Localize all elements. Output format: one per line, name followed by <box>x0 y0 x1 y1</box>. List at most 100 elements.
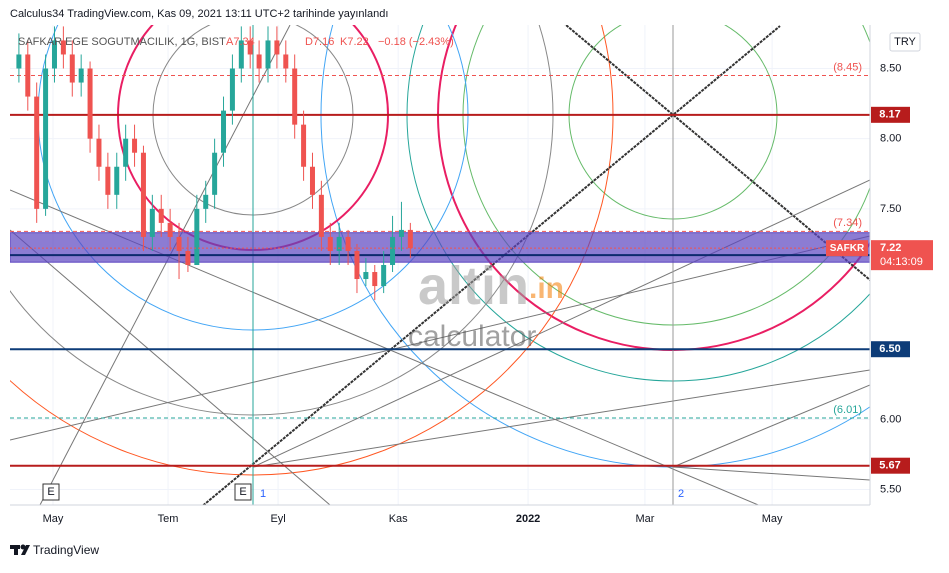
watermark-tld: .in <box>529 272 564 305</box>
candle-body <box>78 68 84 83</box>
y-tick-label: 7.50 <box>880 203 901 215</box>
x-tick-label: Tem <box>158 513 179 525</box>
gann-line <box>10 229 331 505</box>
candle-body <box>167 222 173 237</box>
gann-line <box>672 466 870 481</box>
x-tick-label: Kas <box>389 513 408 525</box>
level-label: (6.01) <box>833 404 862 416</box>
watermark-name: altin.in <box>418 256 564 316</box>
y-tick-label: 8.50 <box>880 62 901 74</box>
low-value: D7.16 <box>305 36 334 48</box>
candle-body <box>390 236 396 265</box>
gann-line <box>39 25 291 505</box>
x-tick-label: May <box>762 513 783 525</box>
last-price-label: 7.22 <box>880 242 901 254</box>
candle-body <box>203 194 209 209</box>
event-marker[interactable]: E <box>47 486 54 498</box>
level-label: 8.17 <box>879 109 900 121</box>
candle-body <box>87 68 93 139</box>
candle-body <box>398 229 404 237</box>
gann-line <box>202 25 781 505</box>
gann-line <box>672 384 870 468</box>
candle-body <box>336 236 342 251</box>
candle-body <box>60 40 66 55</box>
level-label: (8.45) <box>833 61 862 73</box>
candle-body <box>16 54 22 69</box>
event-marker[interactable]: E <box>239 486 246 498</box>
change-value: −0.18 (−2.43%) <box>378 36 454 48</box>
candle-body <box>51 40 57 69</box>
level-label: 6.50 <box>879 343 900 355</box>
candle-body <box>176 236 182 251</box>
candle-body <box>354 250 360 280</box>
candle-body <box>407 229 413 249</box>
axes: 8.50 8.00 7.50 6.00 5.50 May Tem Eyl Kas 2022 Mar M… <box>43 61 933 525</box>
candle-body <box>292 68 298 125</box>
event-box[interactable] <box>42 483 60 501</box>
watermark-sub: calculator <box>408 320 536 353</box>
candle-body <box>34 96 40 209</box>
level-box <box>871 341 910 358</box>
y-tick-label: 8.00 <box>880 133 901 145</box>
watermark: altin.in calculator <box>408 256 564 353</box>
candle-body <box>158 208 164 223</box>
level-box <box>871 457 910 474</box>
candle-body <box>274 40 280 55</box>
candle-body <box>256 54 262 69</box>
candle-body <box>123 138 129 167</box>
candle-body <box>69 54 75 83</box>
footer-brand: TradingView <box>33 543 99 557</box>
candle-body <box>140 152 146 237</box>
currency[interactable]: TRY <box>894 36 916 48</box>
published-note: Calculus34 TradingView.com, Kas 09, 2021… <box>10 8 388 20</box>
candle-body <box>185 250 191 265</box>
event-box[interactable] <box>234 483 252 501</box>
symbol-label: SAFKR <box>830 243 865 254</box>
candle-body <box>372 272 378 287</box>
candle-body <box>149 208 155 237</box>
candle-body <box>265 40 271 69</box>
candle-body <box>105 166 111 195</box>
candle-body <box>194 208 200 265</box>
candle-body <box>381 265 387 287</box>
footer-logo <box>10 544 30 555</box>
candle-body <box>309 166 315 195</box>
marker: 2 <box>678 488 684 500</box>
open-value: A7.34 <box>226 36 255 48</box>
symbol-box <box>826 240 868 257</box>
gann-line <box>252 179 870 468</box>
candle-body <box>318 194 324 237</box>
watermark-name: altin <box>418 256 529 316</box>
currency-box[interactable] <box>889 32 921 52</box>
candle-body <box>114 166 120 195</box>
level-label: 5.67 <box>879 460 900 472</box>
candle-body <box>238 40 244 69</box>
candle-body <box>212 152 218 195</box>
candle-body <box>301 124 307 167</box>
symbol-legend: SAFKAR EGE SOGUTMACILIK, 1G, BIST <box>18 36 226 48</box>
plot <box>10 26 870 467</box>
level-label: (7.34) <box>833 217 862 229</box>
x-tick-label: May <box>43 513 64 525</box>
gann-line <box>10 235 870 441</box>
level-box <box>871 106 910 123</box>
x-tick-label: Mar <box>635 513 654 525</box>
candle-body <box>327 236 333 251</box>
countdown: 04:13:09 <box>880 256 923 268</box>
candle-body <box>363 272 369 280</box>
y-tick-label: 5.50 <box>880 483 901 495</box>
gann-line <box>252 369 870 468</box>
price-zone <box>10 232 870 263</box>
candle-body <box>345 236 351 251</box>
x-tick-label: Eyl <box>270 513 285 525</box>
last-price-box <box>871 240 933 271</box>
candle-body <box>96 138 102 167</box>
candle-body <box>132 138 138 153</box>
candle-body <box>229 68 235 111</box>
close-value: K7.22 <box>340 36 369 48</box>
x-tick-label: 2022 <box>516 513 540 525</box>
candle-body <box>221 110 227 153</box>
y-tick-label: 6.00 <box>880 413 901 425</box>
